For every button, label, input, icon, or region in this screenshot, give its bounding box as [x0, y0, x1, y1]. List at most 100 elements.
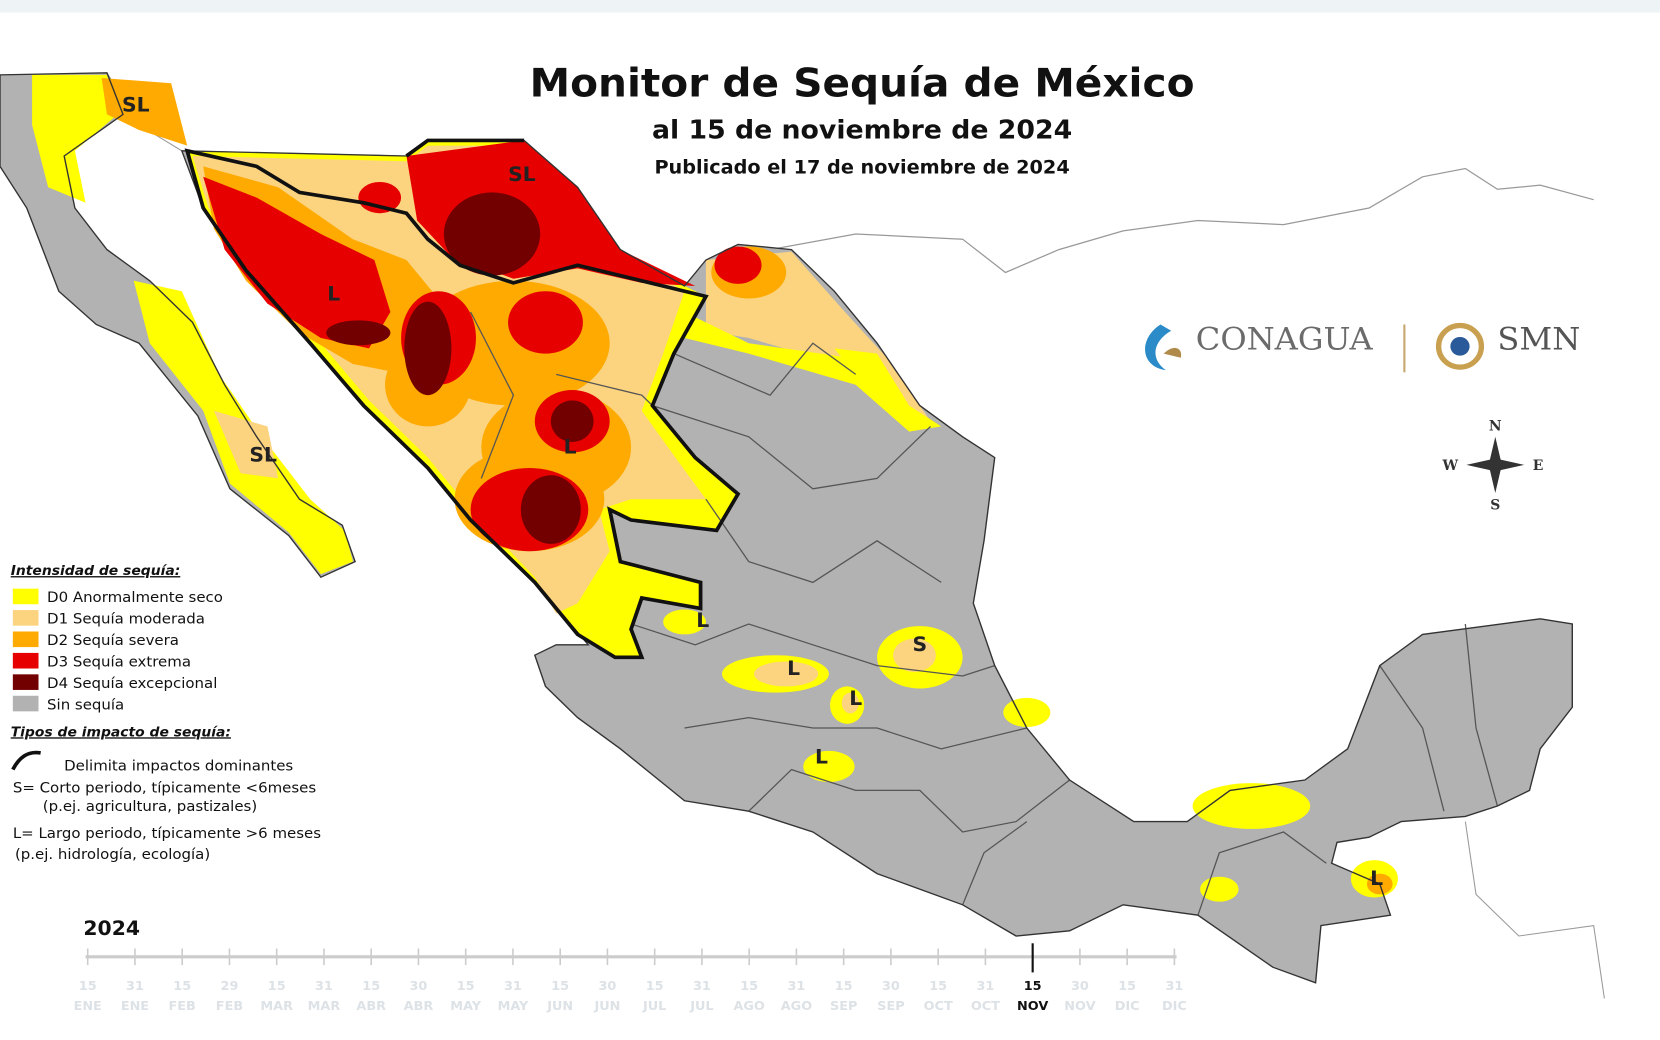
d2-area — [101, 78, 188, 146]
impact-label: L — [564, 435, 577, 459]
timeline-day: 15 — [1024, 978, 1042, 993]
compass-north: N — [1489, 419, 1502, 435]
d0-area — [1003, 697, 1051, 727]
state-boundary — [1379, 665, 1445, 812]
title: Monitor de Sequía de México — [530, 61, 1195, 106]
legend-heading: Intensidad de sequía: — [11, 563, 181, 579]
timeline-month: SEP — [877, 998, 904, 1013]
state-boundary — [470, 311, 515, 479]
timeline-day: 15 — [268, 978, 286, 993]
timeline-year: 2024 — [83, 916, 140, 940]
d4-area — [550, 400, 594, 442]
timeline-month: AGO — [734, 998, 766, 1013]
impact-boundary: Delimita impactos dominantes — [64, 758, 293, 775]
impact-short-examples: (p.ej. agricultura, pastizales) — [43, 798, 257, 815]
state-boundary — [556, 373, 653, 407]
timeline-month: NOV — [1064, 998, 1095, 1013]
timeline-day: 30 — [410, 978, 428, 993]
d4-area — [520, 475, 581, 544]
impact-label: L — [787, 656, 800, 680]
impact-label: L — [327, 282, 340, 306]
timeline-day: 31 — [976, 978, 994, 993]
impact-label: L — [815, 745, 828, 769]
timeline-day: 31 — [126, 978, 144, 993]
coastline — [0, 72, 356, 579]
boundary-symbol — [11, 750, 41, 771]
timeline-day: 15 — [79, 978, 97, 993]
timeline-day: 30 — [599, 978, 617, 993]
legend-swatch — [12, 674, 39, 690]
impact-boundary — [184, 148, 741, 660]
text-layer: Monitor de Sequía de México al 15 de nov… — [11, 61, 1581, 1013]
state-boundary — [684, 716, 1027, 750]
d4-area — [443, 192, 541, 276]
conagua-logo: CONAGUA — [1145, 322, 1374, 371]
timeline-month: NOV — [1017, 998, 1048, 1013]
state-boundary — [705, 498, 942, 584]
timeline-day: 15 — [551, 978, 569, 993]
impact-short: S= Corto periodo, típicamente <6meses — [13, 780, 316, 797]
timeline-month: AGO — [781, 998, 813, 1013]
timeline: 15 ENE 31 ENE 15 FEB 29 FEB 15 MAR 31 MAR 15 ABR 30 ABR… — [74, 943, 1187, 1013]
timeline-month: MAR — [260, 998, 293, 1013]
legend-label: D2 Sequía severa — [47, 632, 179, 649]
timeline-month: SEP — [830, 998, 857, 1013]
timeline-day: 15 — [835, 978, 853, 993]
timeline-month: OCT — [924, 998, 953, 1013]
us-coastline — [705, 167, 1594, 274]
timeline-month: ENE — [121, 998, 149, 1013]
timeline-day: 15 — [362, 978, 380, 993]
d3-area — [714, 246, 762, 284]
legend-swatch — [12, 631, 39, 648]
impact-long: L= Largo periodo, típicamente >6 meses — [13, 825, 321, 842]
timeline-day: 30 — [882, 978, 900, 993]
impact-label: S — [913, 632, 928, 656]
subtitle: al 15 de noviembre de 2024 — [652, 116, 1072, 146]
compass-east: E — [1533, 458, 1544, 474]
timeline-day: 15 — [457, 978, 475, 993]
timeline-day: 31 — [504, 978, 522, 993]
timeline-day: 31 — [315, 978, 333, 993]
timeline-month: ABR — [356, 998, 386, 1013]
impact-label: L — [696, 608, 709, 632]
d3-area — [508, 291, 583, 354]
timeline-month: JUL — [689, 998, 713, 1013]
published-date: Publicado el 17 de noviembre de 2024 — [654, 157, 1069, 179]
impact-long-examples: (p.ej. hidrología, ecología) — [15, 846, 210, 863]
coastline — [180, 139, 1573, 984]
d4-area — [326, 320, 391, 346]
state-boundary — [1197, 831, 1327, 916]
legend-label: Sin sequía — [47, 696, 124, 713]
timeline-day: 30 — [1071, 978, 1089, 993]
compass-west: W — [1442, 458, 1459, 474]
smn-icon — [1435, 322, 1485, 370]
timeline-month: FEB — [169, 998, 196, 1013]
legend-swatch — [12, 695, 39, 712]
central-america-outline — [1464, 821, 1605, 999]
smn-text: SMN — [1497, 322, 1580, 357]
d0-area — [1200, 876, 1239, 902]
timeline-day: 15 — [929, 978, 947, 993]
top-strip — [0, 0, 1660, 13]
timeline-day: 31 — [693, 978, 711, 993]
d1-area — [213, 410, 279, 479]
timeline-month: JUN — [593, 998, 620, 1013]
d0-area — [803, 750, 855, 783]
timeline-month: ABR — [404, 998, 434, 1013]
impact-label: SL — [249, 443, 277, 467]
timeline-month: MAY — [498, 998, 530, 1013]
timeline-day: 15 — [173, 978, 191, 993]
impacts-heading: Tipos de impacto de sequía: — [11, 724, 231, 740]
d1-area — [841, 692, 859, 714]
state-boundary — [748, 768, 1070, 833]
legend-label: D0 Anormalmente seco — [47, 589, 223, 606]
timeline-day: 15 — [646, 978, 664, 993]
compass-rose — [1466, 436, 1525, 493]
d0-area — [1192, 783, 1311, 829]
d0-area — [834, 348, 942, 427]
legend-swatch — [12, 588, 39, 605]
timeline-day: 15 — [1118, 978, 1136, 993]
d3-area — [203, 176, 391, 349]
